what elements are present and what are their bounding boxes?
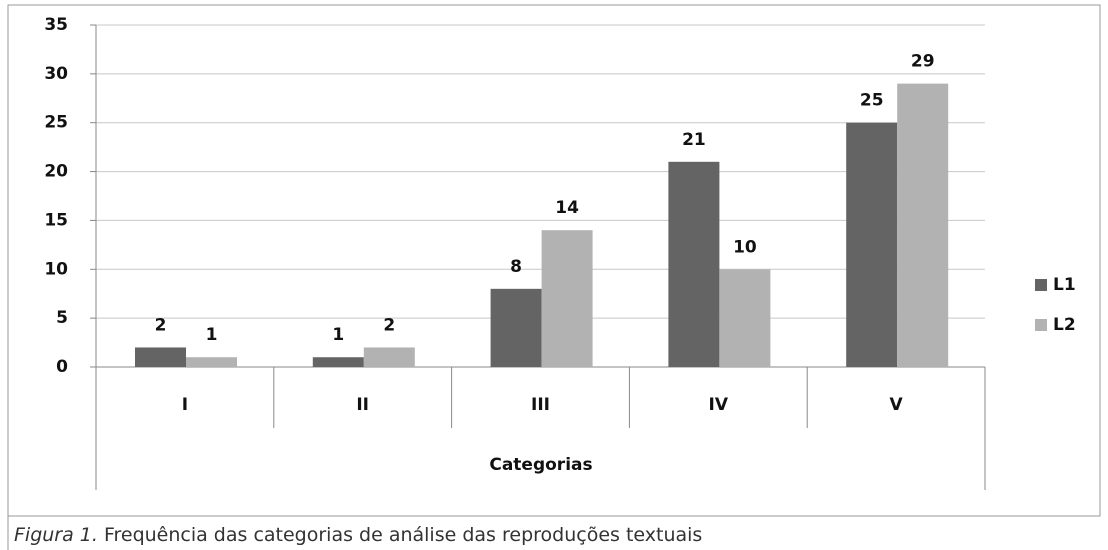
bar: [541, 230, 593, 367]
x-tick-label: II: [356, 395, 369, 415]
y-tick-label: 5: [56, 308, 68, 328]
chart-frame: [7, 4, 1101, 517]
x-tick-label: IV: [709, 395, 729, 415]
y-tick-label: 20: [44, 162, 68, 182]
value-label: 10: [733, 237, 757, 257]
legend-label: L1: [1053, 275, 1076, 295]
legend-label: L2: [1053, 315, 1076, 335]
bar: [719, 269, 771, 367]
x-axis-label: Categorias: [489, 455, 592, 475]
caption: Figura 1. Frequência das categorias de an…: [14, 524, 702, 546]
bar: [312, 357, 364, 367]
bar: [490, 288, 542, 367]
caption-label: Figura 1.: [14, 524, 98, 546]
value-label: 14: [555, 198, 579, 218]
legend-swatch: [1035, 319, 1047, 331]
value-label: 8: [510, 257, 522, 277]
value-label: 1: [332, 325, 344, 345]
value-label: 2: [155, 315, 167, 335]
y-tick-label: 0: [56, 357, 68, 377]
y-tick-label: 10: [44, 259, 68, 279]
bar: [668, 161, 720, 367]
y-tick-label: 25: [44, 113, 68, 133]
x-tick-label: I: [182, 395, 188, 415]
x-tick-label: V: [890, 395, 904, 415]
bar: [186, 357, 237, 367]
y-tick-label: 35: [44, 15, 68, 35]
y-tick-label: 30: [44, 64, 68, 84]
x-tick-label: III: [531, 395, 550, 415]
value-label: 21: [682, 130, 706, 150]
bar: [846, 122, 898, 367]
value-label: 2: [383, 315, 395, 335]
bar: [135, 347, 186, 367]
value-label: 1: [206, 325, 218, 345]
legend-swatch: [1035, 279, 1047, 291]
caption-text: Frequência das categorias de análise das…: [104, 524, 702, 546]
value-label: 25: [860, 91, 884, 111]
value-label: 29: [911, 52, 935, 72]
bar: [363, 347, 415, 367]
y-tick-label: 15: [44, 210, 68, 230]
bar: [897, 83, 949, 367]
